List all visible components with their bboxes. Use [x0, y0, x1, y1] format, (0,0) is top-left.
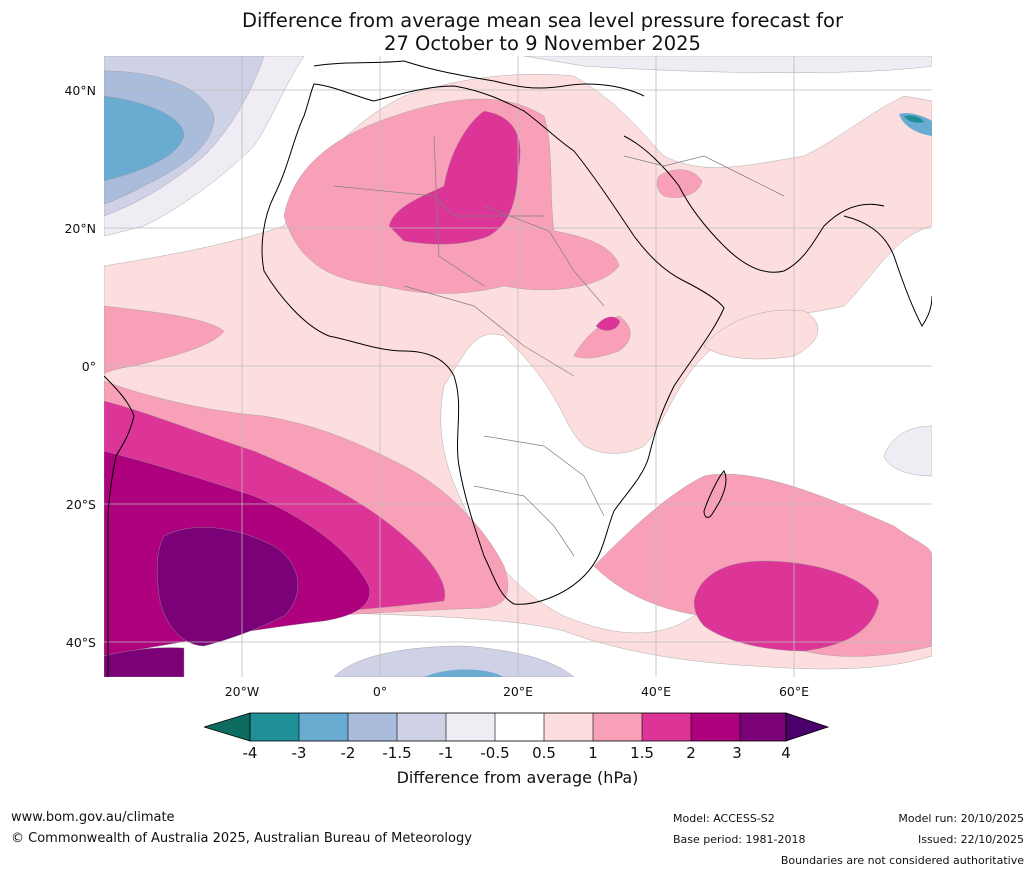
lon-label-20e: 20°E: [502, 684, 534, 699]
colorbar-tick-8: 1: [588, 744, 598, 762]
colorbar-tick-6: -0.5: [480, 744, 510, 762]
border-central-2: [403, 285, 575, 377]
colorbar-extend-low: [204, 712, 251, 742]
lon-label-60e: 60°E: [778, 684, 810, 699]
colorbar-tick-4: -1.5: [382, 744, 412, 762]
colorbar-bin-5: [446, 713, 495, 741]
model-run: Model run: 20/10/2025: [898, 812, 1024, 825]
colorbar-bin-3: [348, 713, 397, 741]
colorbar: [204, 712, 830, 742]
lat-label-40s: 40°S: [65, 635, 96, 650]
anomaly-3-4-sw-corner: [104, 647, 185, 677]
copyright: © Commonwealth of Australia 2025, Austra…: [11, 831, 472, 846]
lat-label-40n: 40°N: [64, 83, 96, 98]
anomaly-neg-southern-ocean: [333, 645, 575, 677]
colorbar-tick-5: -1: [438, 744, 454, 762]
coast-europe: [313, 60, 645, 97]
border-sahara-2: [433, 135, 485, 287]
colorbar-bin-8: [593, 713, 642, 741]
anomaly-1-1.5-indian-ocean: [703, 309, 819, 360]
lon-label-0: 0°: [372, 684, 388, 699]
website-link[interactable]: www.bom.gov.au/climate: [11, 810, 175, 825]
border-central-1: [483, 205, 605, 307]
lat-label-0: 0°: [81, 359, 96, 374]
colorbar-bin-7: [544, 713, 593, 741]
coast-india: [843, 215, 932, 327]
anomaly-1-1.5-w-equatorial-atlantic: [104, 305, 225, 375]
base-period: Base period: 1981-2018: [673, 833, 806, 846]
anomaly-neg-top-strip: [523, 56, 932, 73]
anomaly-1-1.5-arabia: [656, 169, 703, 198]
colorbar-outline: [249, 712, 787, 742]
anomaly-neg-himalaya-core: [904, 115, 924, 123]
lat-label-20n: 20°N: [64, 221, 96, 236]
colorbar-bin-6: [495, 713, 544, 741]
colorbar-bin-10: [691, 713, 740, 741]
colorbar-tick-3: -2: [340, 744, 356, 762]
anomaly-3-4-s-atlantic: [156, 527, 298, 647]
lon-label-40e: 40°E: [640, 684, 672, 699]
coastlines: [104, 60, 932, 677]
colorbar-bin-4: [397, 713, 446, 741]
lat-label-20s: 20°S: [65, 497, 96, 512]
border-south-2: [473, 485, 575, 557]
colorbar-tick-2: -3: [291, 744, 307, 762]
country-borders: [333, 135, 785, 557]
anomaly-neg-n-atlantic-2: [104, 95, 185, 182]
anomaly-neg-indian-ocean: [883, 425, 932, 477]
colorbar-tick-1: -4: [242, 744, 258, 762]
issued-date: Issued: 22/10/2025: [917, 833, 1024, 846]
anomaly-1.5-2-s-indian: [693, 560, 880, 652]
colorbar-bin-11: [740, 713, 786, 741]
colorbar-extend-high: [785, 712, 830, 742]
pressure-anomaly-map: [104, 56, 932, 677]
anomaly-1.5-2-e-africa: [595, 316, 621, 331]
lon-label-20w: 20°W: [224, 684, 260, 699]
colorbar-dividers: [298, 713, 741, 741]
title-line-2: 27 October to 9 November 2025: [384, 32, 701, 55]
map-title: Difference from average mean sea level p…: [0, 9, 1035, 55]
border-sahara-1: [333, 185, 544, 217]
map-svg: [104, 56, 932, 677]
anomaly-neg-southern-ocean-core: [424, 669, 504, 677]
colorbar-bin-1: [250, 713, 299, 741]
colorbar-tick-12: 4: [781, 744, 791, 762]
coast-madagascar: [703, 470, 727, 518]
colorbar-bin-9: [642, 713, 691, 741]
model-name: Model: ACCESS-S2: [673, 812, 775, 825]
coast-south-america: [104, 375, 135, 677]
anomaly-1.5-2-sahara: [388, 110, 521, 245]
colorbar-tick-9: 1.5: [630, 744, 654, 762]
colorbar-bin-2: [299, 713, 348, 741]
border-mideast: [623, 155, 785, 197]
colorbar-tick-10: 2: [686, 744, 696, 762]
colorbar-tick-7: 0.5: [532, 744, 556, 762]
boundaries-disclaimer: Boundaries are not considered authoritat…: [780, 854, 1024, 867]
border-south-1: [483, 435, 605, 517]
colorbar-tick-11: 3: [732, 744, 742, 762]
title-line-1: Difference from average mean sea level p…: [242, 9, 843, 32]
coast-arabia: [623, 135, 885, 273]
coast-africa: [261, 83, 725, 605]
colorbar-label: Difference from average (hPa): [396, 768, 639, 787]
